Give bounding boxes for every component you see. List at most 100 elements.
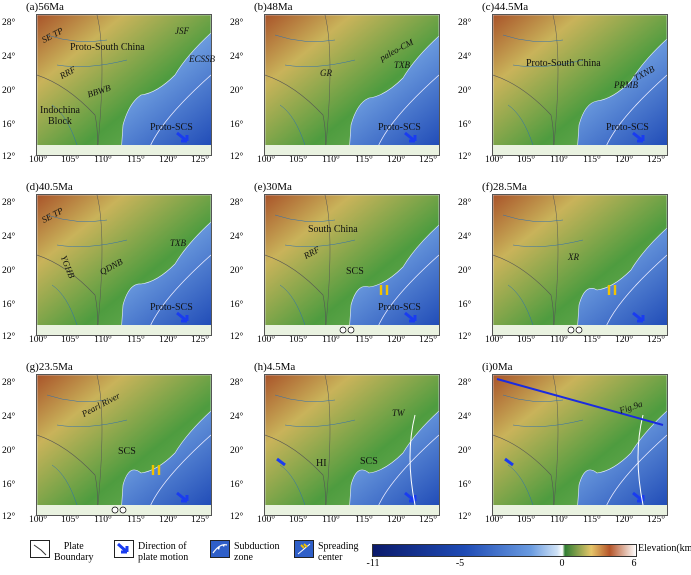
pole-marker (347, 326, 355, 334)
map-label: SCS (360, 456, 378, 467)
map-label: Proto-South China (526, 58, 601, 69)
latitude-tick: 28° (458, 378, 472, 388)
elevation-colorbar (372, 544, 637, 557)
longitude-tick: 115° (583, 335, 601, 345)
latitude-tick: 16° (458, 120, 472, 130)
longitude-tick: 110° (94, 515, 112, 525)
longitude-tick: 110° (550, 515, 568, 525)
longitude-tick: 100° (256, 335, 276, 345)
map-panel: (d)40.5Ma 28° 24° 20° 16° 12° 100° 105° 110° 115°… (0, 181, 212, 350)
map-label: SCS (346, 266, 364, 277)
map-label: Proto-South China (70, 42, 145, 53)
latitude-tick: 16° (2, 480, 16, 490)
longitude-tick: 115° (127, 515, 145, 525)
paleogeographic-map (36, 14, 212, 156)
latitude-tick: 20° (458, 446, 472, 456)
longitude-tick: 115° (583, 155, 601, 165)
paleogeographic-map (36, 194, 212, 336)
longitude-tick: 125° (190, 155, 210, 165)
paleogeographic-map (492, 14, 668, 156)
longitude-tick: 115° (355, 515, 373, 525)
map-label: Proto-SCS (150, 302, 193, 313)
southern-margin (265, 505, 439, 515)
paleogeographic-map (264, 374, 440, 516)
latitude-tick: 16° (2, 120, 16, 130)
land-area (265, 375, 439, 515)
longitude-tick: 105° (60, 515, 80, 525)
legend: Plate Boundary Direction of plate motion… (30, 540, 691, 575)
panel-title: (h)4.5Ma (254, 361, 296, 373)
plate-motion-arrow (504, 457, 514, 467)
spreading-center (151, 465, 161, 475)
latitude-tick: 28° (458, 198, 472, 208)
map-panel: (h)4.5Ma 28° 24° 20° 16° 12° 100° 105° 110° 115° 1… (228, 361, 440, 530)
longitude-tick: 105° (516, 155, 536, 165)
colorbar-title: Elevation(km) (638, 543, 691, 554)
longitude-tick: 125° (418, 335, 438, 345)
map-label: TXB (394, 60, 411, 70)
longitude-tick: 100° (484, 335, 504, 345)
map-label: TW (392, 408, 405, 418)
plate-motion-arrow (404, 131, 417, 143)
plate-boundary-line (324, 375, 331, 515)
river-network (274, 394, 356, 506)
latitude-tick: 24° (2, 412, 16, 422)
latitude-tick: 16° (458, 480, 472, 490)
plate-boundary-line (96, 195, 103, 335)
longitude-tick: 110° (550, 155, 568, 165)
latitude-tick: 28° (2, 18, 16, 28)
plate-boundary-line (552, 15, 559, 155)
longitude-tick: 100° (256, 515, 276, 525)
latitude-tick: 28° (458, 18, 472, 28)
latitude-tick: 16° (230, 120, 244, 130)
panel-title: (c)44.5Ma (482, 1, 529, 13)
latitude-tick: 16° (230, 480, 244, 490)
longitude-tick: 100° (484, 155, 504, 165)
latitude-tick: 24° (230, 232, 244, 242)
plate-motion-arrow (276, 457, 286, 467)
southern-margin (265, 145, 439, 155)
plate-boundary-line (493, 434, 554, 515)
panel-title: (b)48Ma (254, 1, 293, 13)
latitude-tick: 20° (2, 86, 16, 96)
panel-title: (d)40.5Ma (26, 181, 73, 193)
plate-boundary-line (96, 15, 103, 155)
map-panel: (f)28.5Ma 28° 24° 20° 16° 12° 100° 105° 110° 115°… (456, 181, 668, 350)
plate-boundary-line (37, 434, 98, 515)
southern-margin (37, 325, 211, 335)
subduction-zone (409, 414, 416, 506)
map-panel: (a)56Ma 28° 24° 20° 16° 12° 100° 105° 110° 115° 12… (0, 1, 215, 170)
latitude-tick: 24° (458, 52, 472, 62)
latitude-tick: 28° (230, 18, 244, 28)
southern-margin (493, 145, 667, 155)
colorbar-tick: -5 (455, 558, 465, 569)
longitude-tick: 105° (60, 335, 80, 345)
plate-motion-arrow (176, 491, 189, 503)
plate-boundary-icon (30, 540, 50, 558)
panel-title: (e)30Ma (254, 181, 292, 193)
longitude-tick: 115° (583, 515, 601, 525)
plate-boundary-line (324, 195, 331, 335)
map-label: Proto-SCS (378, 302, 421, 313)
longitude-tick: 125° (646, 515, 666, 525)
plate-boundary-line (552, 375, 559, 515)
plate-motion-arrow (176, 131, 189, 143)
map-label: JSF (175, 26, 189, 36)
plate-motion-arrow-icon (114, 540, 134, 558)
land-area (37, 195, 211, 335)
longitude-tick: 125° (418, 515, 438, 525)
plate-boundary-line (493, 254, 554, 335)
plate-boundary-line (96, 375, 103, 515)
longitude-tick: 100° (28, 335, 48, 345)
longitude-tick: 115° (127, 335, 145, 345)
longitude-tick: 115° (355, 335, 373, 345)
latitude-tick: 16° (2, 300, 16, 310)
panel-title: (g)23.5Ma (26, 361, 73, 373)
map-label: ECSSB (189, 54, 215, 64)
latitude-tick: 20° (2, 266, 16, 276)
plate-motion-arrow (176, 311, 189, 323)
longitude-tick: 105° (288, 515, 308, 525)
latitude-tick: 28° (2, 378, 16, 388)
latitude-tick: 24° (458, 412, 472, 422)
plate-boundary-line (324, 15, 331, 155)
